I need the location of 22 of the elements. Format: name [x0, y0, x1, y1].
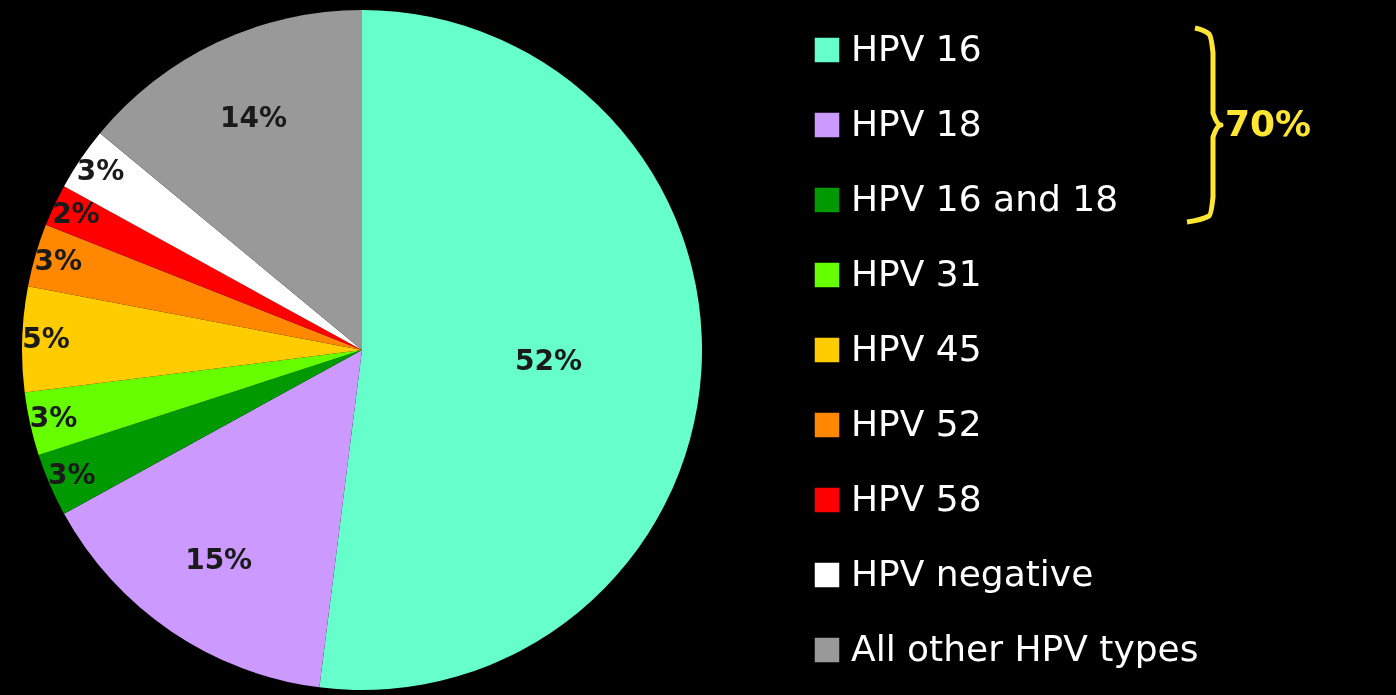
pie-slice — [22, 286, 362, 393]
data-label: 52% — [515, 343, 583, 377]
legend-label: HPV 31 — [851, 253, 982, 294]
data-label: 5% — [22, 322, 70, 356]
data-label: 3% — [29, 400, 78, 434]
data-label: 2% — [52, 197, 100, 231]
data-label: 3% — [48, 457, 96, 491]
legend-label: HPV negative — [851, 553, 1094, 594]
legend-label: HPV 16 and 18 — [851, 178, 1119, 219]
legend-label: HPV 58 — [851, 478, 982, 519]
data-label: 3% — [76, 154, 125, 188]
data-label: 3% — [34, 243, 83, 277]
data-label: 15% — [185, 542, 253, 576]
pie-slice — [24, 350, 362, 456]
pie-slice — [319, 10, 702, 690]
data-label: 14% — [219, 101, 287, 135]
legend-label: HPV 18 — [851, 103, 982, 144]
legend-label: HPV 16 — [851, 28, 982, 69]
legend-label: All other HPV types — [851, 628, 1199, 669]
legend-label: HPV 52 — [851, 403, 982, 444]
legend-label: HPV 45 — [851, 328, 982, 369]
text: 70% — [1225, 103, 1312, 144]
